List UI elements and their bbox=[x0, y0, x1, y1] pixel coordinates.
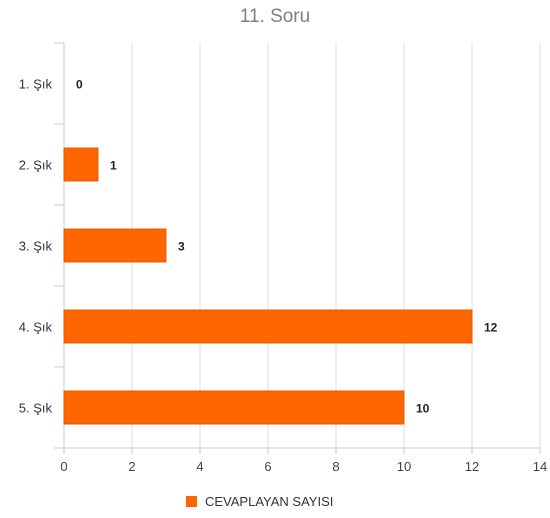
data-label: 12 bbox=[484, 321, 498, 335]
x-tick-label: 8 bbox=[332, 459, 339, 474]
category-label: 2. Şık bbox=[19, 158, 53, 173]
data-label: 10 bbox=[416, 402, 430, 416]
bar bbox=[63, 228, 167, 263]
x-tick-label: 2 bbox=[128, 459, 135, 474]
data-label: 3 bbox=[178, 240, 185, 254]
bar bbox=[63, 147, 99, 182]
legend-label: CEVAPLAYAN SAYISI bbox=[205, 494, 334, 509]
x-tick-label: 4 bbox=[196, 459, 203, 474]
x-tick-label: 10 bbox=[397, 459, 411, 474]
bar bbox=[63, 309, 473, 344]
bar bbox=[63, 390, 405, 425]
category-label: 4. Şık bbox=[19, 320, 53, 335]
data-label: 1 bbox=[110, 159, 117, 173]
legend-swatch bbox=[186, 496, 197, 507]
chart-title: 11. Soru bbox=[239, 6, 311, 27]
category-label: 1. Şık bbox=[19, 77, 53, 92]
x-tick-label: 12 bbox=[465, 459, 479, 474]
x-tick-label: 0 bbox=[60, 459, 67, 474]
category-label: 5. Şık bbox=[19, 401, 53, 416]
legend[interactable]: CEVAPLAYAN SAYISI bbox=[186, 494, 333, 509]
x-tick-label: 14 bbox=[533, 459, 547, 474]
x-tick-label: 6 bbox=[264, 459, 271, 474]
data-label: 0 bbox=[76, 78, 83, 92]
category-label: 3. Şık bbox=[19, 239, 53, 254]
